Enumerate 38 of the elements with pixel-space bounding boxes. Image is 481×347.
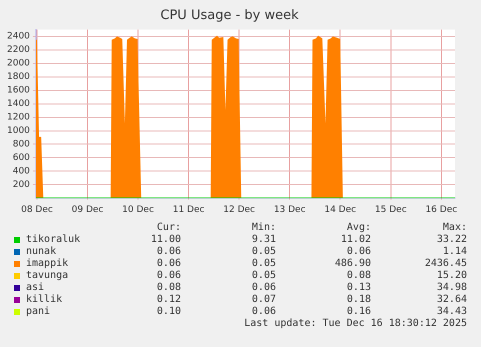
text: 0.06 0.05 0.08 15.20: [156, 270, 467, 281]
legend-label: pani: [26, 306, 50, 317]
y-tick-label: 800: [12, 140, 30, 150]
y-tick-label: 1000: [7, 126, 30, 136]
x-tick-label: 15 Dec: [374, 204, 407, 215]
y-tick-label: 400: [12, 166, 30, 177]
y-tick-label: 2000: [7, 58, 30, 69]
text: 0.06 0.05 486.90 2436.45: [156, 258, 467, 269]
legend-label: tavunga: [26, 270, 68, 281]
y-tick-label: 1600: [7, 86, 30, 96]
legend-label: asi: [26, 282, 44, 293]
text: Last update: Tue Dec 16 18:30:12 2025: [244, 318, 467, 329]
y-tick-label: 1200: [7, 112, 30, 123]
legend-label: tikoraluk: [26, 234, 80, 245]
text: 0.10 0.06 0.16 34.43: [156, 306, 467, 317]
text: 0.06 0.05 0.06 1.14: [156, 246, 467, 257]
y-tick-label: 200: [12, 180, 30, 190]
legend-label: nunak: [26, 246, 56, 257]
y-tick-label: 2400: [7, 32, 30, 42]
x-tick-label: 14 Dec: [324, 204, 356, 215]
chart-title: CPU Usage - by week: [160, 8, 300, 24]
legend-label: killik: [26, 294, 62, 305]
y-tick-label: 1800: [7, 72, 30, 82]
legend-label: imappik: [26, 258, 68, 269]
text: 11.00 9.31 11.02 33.22: [150, 234, 467, 245]
x-tick-label: 13 Dec: [274, 204, 306, 215]
x-tick-label: 11 Dec: [172, 204, 205, 215]
text: 0.08 0.06 0.13 34.98: [156, 282, 467, 293]
x-tick-label: 09 Dec: [72, 204, 104, 215]
text: Cur: Min: Avg: Max:: [156, 222, 467, 233]
x-tick-label: 12 Dec: [223, 204, 256, 215]
y-tick-label: 600: [12, 153, 30, 164]
y-tick-label: 1400: [7, 99, 30, 110]
text: 0.12 0.07 0.18 32.64: [156, 294, 467, 305]
x-tick-label: 08 Dec: [21, 204, 53, 215]
x-tick-label: 10 Dec: [122, 204, 154, 215]
x-tick-label: 16 Dec: [425, 204, 458, 215]
y-tick-label: 2200: [7, 45, 30, 56]
